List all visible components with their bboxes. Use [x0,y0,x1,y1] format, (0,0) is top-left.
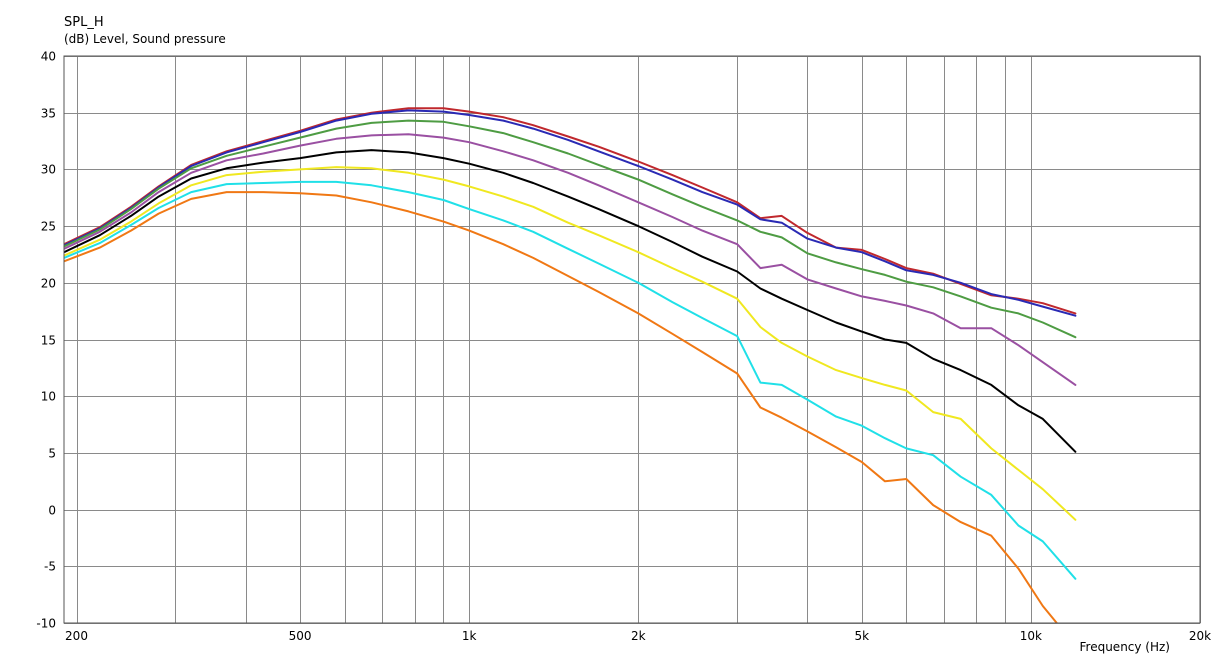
plot-frame [63,55,1201,624]
series-line-6 [64,166,1077,521]
y-tick-label: 35 [41,107,56,121]
y-tick-label: 15 [41,334,56,348]
series-line-2 [64,109,1077,317]
series-line-3 [64,119,1077,339]
x-axis-label: Frequency (Hz) [1080,640,1171,654]
chart-title: SPL_H [64,15,104,30]
x-tick-label: 200 [65,629,88,643]
x-tick-label: 10k [1020,629,1042,643]
y-tick-label: 25 [41,220,56,234]
x-tick-label: 20k [1189,629,1211,643]
series-line-8 [64,191,1059,623]
y-tick-label: 40 [41,50,56,64]
series-group [64,107,1077,623]
series-line-4 [64,133,1077,386]
grid [64,56,1201,624]
y-tick-label: 10 [41,390,56,404]
y-tick-label: 5 [48,447,56,461]
y-tick-label: -5 [44,560,56,574]
series-line-7 [64,180,1077,580]
x-tick-label: 5k [855,629,870,643]
y-tick-label: 30 [41,163,56,177]
x-tick-label: 1k [462,629,477,643]
x-tick-label: 2k [631,629,646,643]
x-tick-label: 500 [289,629,312,643]
y-axis-label: (dB) Level, Sound pressure [64,32,226,46]
y-tick-label: -10 [36,617,56,631]
y-tick-label: 0 [48,504,56,518]
series-line-5 [64,149,1077,453]
tick-labels: 40 35 30 25 20 15 10 5 0 -5 -10 200 500 1k 2k 5k 10k 20k [36,50,1211,644]
series-line-1 [64,107,1077,315]
y-tick-label: 20 [41,277,56,291]
